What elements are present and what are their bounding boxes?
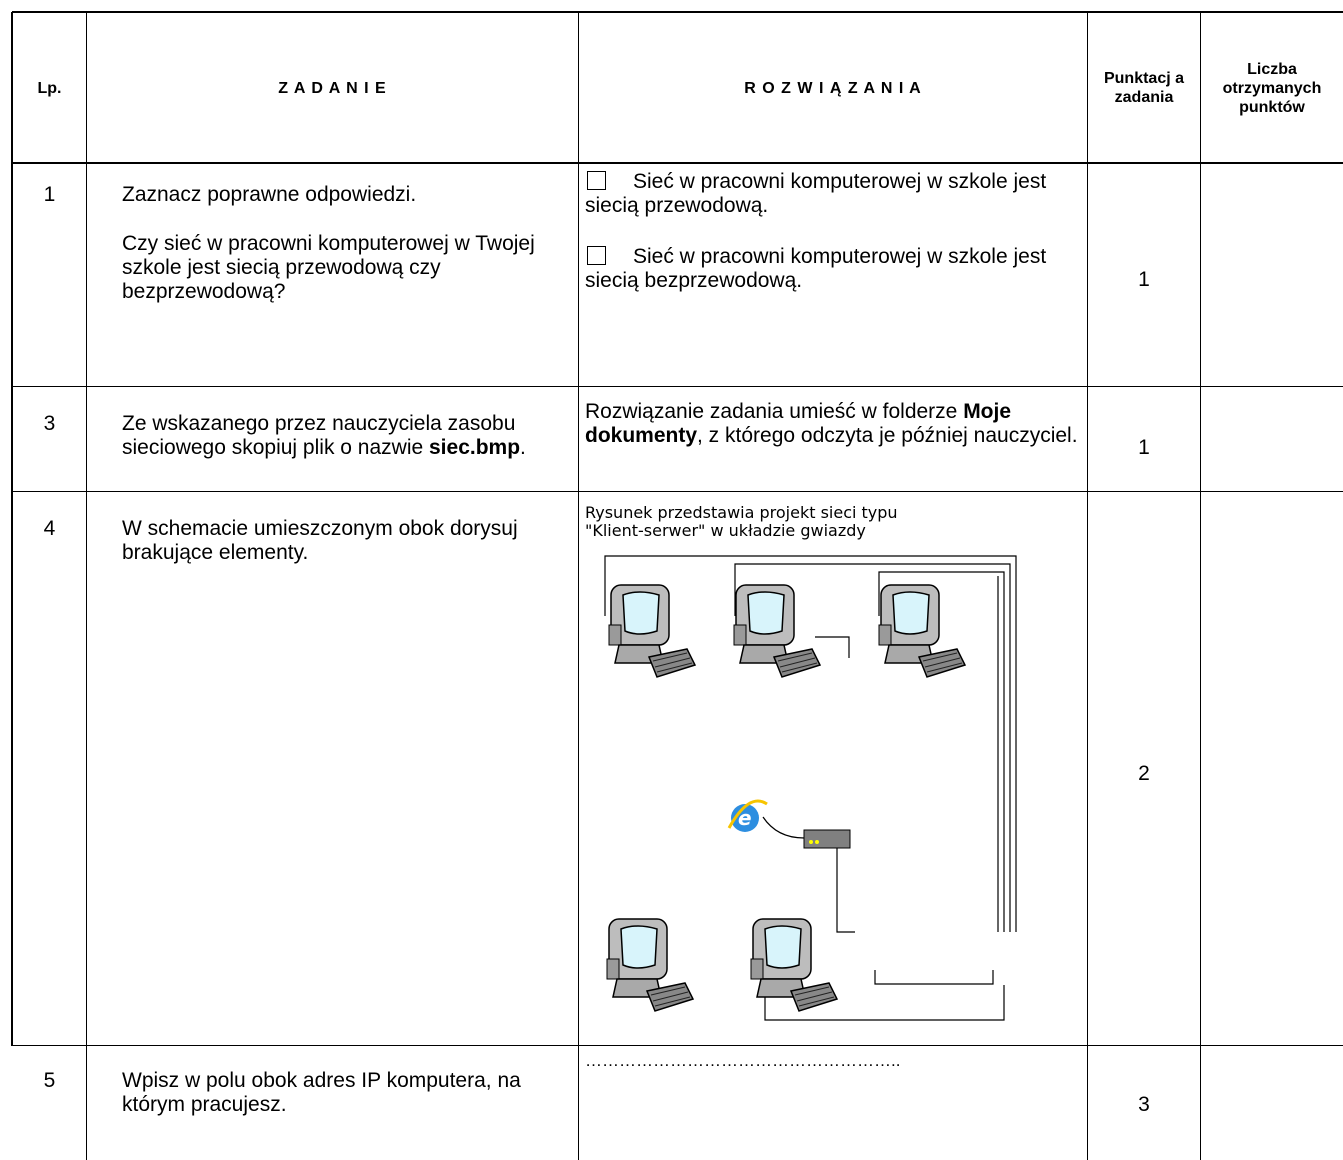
diagram-caption: Rysunek przedstawia projekt sieci typu (585, 503, 898, 522)
border (12, 386, 1343, 387)
text: . (520, 436, 526, 459)
border (86, 12, 87, 1160)
task-text: Wpisz w polu obok adres IP komputera, na… (122, 1069, 521, 1116)
row-number: 3 (43, 412, 56, 435)
task-text: Czy sieć w pracowni komputerowej w Twoje… (122, 232, 535, 303)
header-cell: Punktacj a zadania (1103, 70, 1185, 106)
border (1087, 12, 1088, 1160)
text: Ze wskazanego przez nauczyciela zasobu s… (122, 412, 516, 459)
answer-option: Sieć w pracowni komputerowej w szkole je… (585, 170, 1047, 217)
row-number: 5 (43, 1069, 56, 1092)
answer-option: Sieć w pracowni komputerowej w szkole je… (585, 245, 1047, 292)
diagram-caption: "Klient-serwer" w układzie gwiazdy (585, 521, 866, 540)
header-cell: Z A D A N I E (278, 79, 387, 97)
header-cell: Lp. (37, 79, 62, 97)
border (12, 11, 1343, 13)
border (11, 12, 13, 1046)
points: 3 (1138, 1093, 1150, 1116)
header-cell: R O Z W I Ą Z A N I A (744, 79, 922, 97)
row-number: 4 (43, 517, 56, 540)
border (12, 162, 1343, 164)
text: , z którego odczyta je później nauczycie… (697, 424, 1078, 447)
network-diagram: Rysunek przedstawia projekt sieci typu "… (585, 503, 1017, 1021)
answer-field[interactable]: ……………………………………………….. (585, 1051, 901, 1070)
points: 1 (1138, 436, 1150, 459)
checkbox[interactable] (587, 171, 606, 190)
points: 1 (1138, 268, 1150, 291)
row-number: 1 (43, 183, 56, 206)
border (1200, 12, 1201, 1160)
header-cell: Liczba otrzymanych punktów (1222, 60, 1322, 116)
border (578, 12, 579, 1160)
svg-text:e: e (738, 806, 752, 830)
task-text: W schemacie umieszczonym obok dorysuj br… (122, 517, 518, 564)
border (12, 1045, 1343, 1046)
task-text: Ze wskazanego przez nauczyciela zasobu s… (122, 412, 574, 460)
filename: siec.bmp (429, 436, 521, 459)
points: 2 (1138, 762, 1150, 785)
border (12, 491, 1343, 492)
task-text: Zaznacz poprawne odpowiedzi. (122, 183, 417, 206)
checkbox[interactable] (587, 246, 606, 265)
solution-text: Rozwiązanie zadania umieść w folderze Mo… (585, 400, 1080, 448)
folder-name: Moje dokumenty (585, 400, 1012, 447)
text: Rozwiązanie zadania umieść w folderze (585, 400, 964, 423)
